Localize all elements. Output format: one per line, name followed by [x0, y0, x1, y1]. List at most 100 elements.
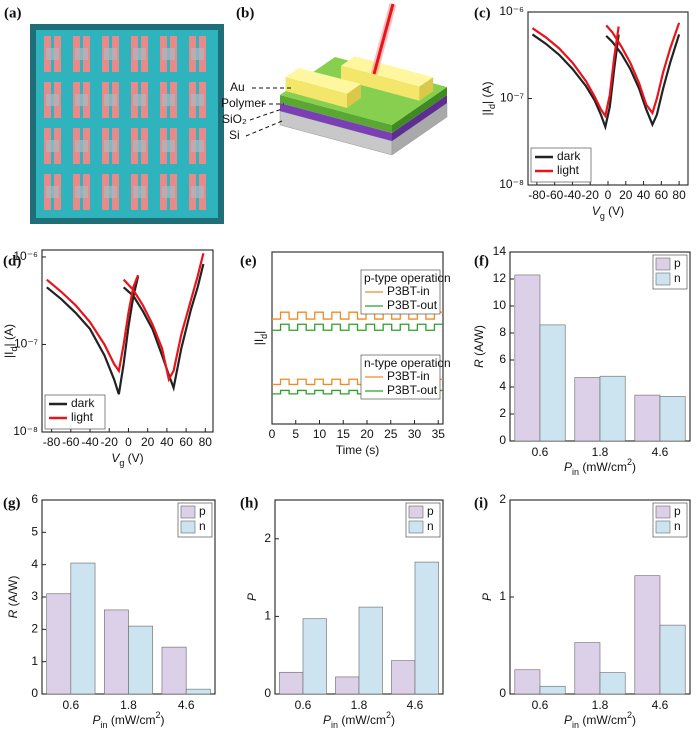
- x-tick-label: 4.6: [652, 445, 669, 459]
- bar: [414, 561, 439, 695]
- legend-label: n: [199, 519, 206, 533]
- y-tick-label: 0: [499, 686, 506, 700]
- legend-label: light: [71, 410, 94, 424]
- device-channel: [46, 48, 59, 60]
- label-part: in: [101, 720, 108, 730]
- device-channel: [75, 48, 88, 60]
- y-axis-label: |Id| (A): [480, 82, 497, 116]
- y-tick-label: 2: [264, 531, 271, 545]
- label-part: 2: [627, 457, 632, 467]
- y-axis-label: P: [245, 593, 259, 601]
- y-tick-label: 6: [499, 352, 506, 366]
- bar: [358, 606, 383, 695]
- x-tick-label: 0.6: [62, 698, 79, 712]
- bar: [514, 669, 541, 695]
- y-tick-label: 1: [499, 589, 506, 603]
- label-part: 2: [156, 710, 161, 720]
- legend-label: p: [674, 504, 681, 518]
- x-tick-label: 40: [160, 435, 174, 449]
- legend-label: n: [427, 519, 434, 533]
- y-tick-label: 0: [264, 686, 271, 700]
- legend-title: p-type operation: [364, 271, 451, 285]
- device-channel: [75, 186, 88, 198]
- legend-swatch: [655, 505, 671, 519]
- x-tick-label: 10: [313, 427, 327, 441]
- x-tick-label: 0: [125, 435, 132, 449]
- legend-label: n: [674, 271, 681, 285]
- data-line: [531, 22, 681, 119]
- y-tick-label: 12: [493, 271, 507, 285]
- y-tick-label: 3: [31, 589, 38, 603]
- panel-label: (a): [4, 5, 22, 21]
- device-channel: [46, 186, 59, 198]
- x-tick-label: 1.8: [120, 698, 137, 712]
- y-axis-label: |Id| (A): [2, 324, 19, 358]
- device-channel: [133, 140, 146, 152]
- legend-swatch: [655, 272, 671, 286]
- y-tick-label: 2: [499, 492, 506, 506]
- label-part: R: [6, 609, 20, 618]
- y-tick-label: 10⁻⁶: [499, 4, 524, 18]
- x-tick-label: -80: [43, 435, 61, 449]
- label-part: P: [245, 593, 259, 601]
- legend-swatch: [655, 520, 671, 534]
- data-line: [46, 253, 205, 383]
- au-front: [341, 65, 420, 101]
- x-tick-label: 15: [337, 427, 351, 441]
- polymer-side: [392, 87, 447, 133]
- legend-label: P3BT-out: [387, 298, 438, 312]
- layer-label: Si: [229, 128, 240, 142]
- label-part: P: [480, 593, 494, 601]
- x-tick-label: 30: [408, 427, 422, 441]
- bar: [391, 660, 416, 695]
- y-tick-label: 4: [31, 557, 38, 571]
- x-tick-label: 0: [605, 188, 612, 202]
- label-part: g: [119, 458, 124, 468]
- x-tick-label: 20: [360, 427, 374, 441]
- y-tick-label: 8: [499, 325, 506, 339]
- label-part: V: [111, 451, 120, 465]
- legend-box: [44, 394, 106, 430]
- x-axis-label: Pin (mW/cm2): [92, 710, 164, 730]
- bar: [539, 685, 566, 695]
- device-channel: [46, 140, 59, 152]
- label-part: d: [9, 346, 19, 351]
- y-tick-label: 5: [31, 525, 38, 539]
- bar: [659, 624, 686, 695]
- x-tick-label: -60: [62, 435, 80, 449]
- leader-line: [249, 108, 283, 121]
- x-tick-label: 35: [432, 427, 446, 441]
- x-tick-label: 20: [619, 188, 633, 202]
- y-tick-label: 6: [31, 492, 38, 506]
- label-part: ): [391, 713, 395, 727]
- device-channel: [104, 94, 117, 106]
- y-axis-label: P: [480, 593, 494, 601]
- legend-swatch: [408, 505, 424, 519]
- x-tick-label: 60: [179, 435, 193, 449]
- label-part: | (A): [2, 324, 16, 346]
- label-part: P: [564, 713, 572, 727]
- bar: [574, 642, 601, 695]
- label-part: (mW/cm: [579, 713, 627, 727]
- label-part: P: [564, 460, 572, 474]
- device-channel: [104, 48, 117, 60]
- label-part: in: [572, 720, 579, 730]
- x-axis-label: Time (s): [336, 443, 380, 457]
- data-line: [531, 33, 681, 131]
- x-axis-label: Pin (mW/cm2): [323, 710, 395, 730]
- x-tick-label: 1.8: [592, 445, 609, 459]
- label-part: (mW/cm: [108, 713, 156, 727]
- x-axis-label: Pin (mW/cm2): [564, 457, 636, 477]
- device-channel: [191, 140, 204, 152]
- x-tick-label: -60: [546, 188, 564, 202]
- y-tick-label: 14: [493, 244, 507, 258]
- sio2-front: [280, 103, 392, 141]
- legend-label: light: [557, 163, 580, 177]
- legend-label: p: [674, 256, 681, 270]
- legend-swatch: [180, 505, 196, 519]
- x-tick-label: 4.6: [178, 698, 195, 712]
- au-front: [285, 77, 347, 108]
- label-part: | (A): [480, 82, 494, 104]
- device-channel: [162, 140, 175, 152]
